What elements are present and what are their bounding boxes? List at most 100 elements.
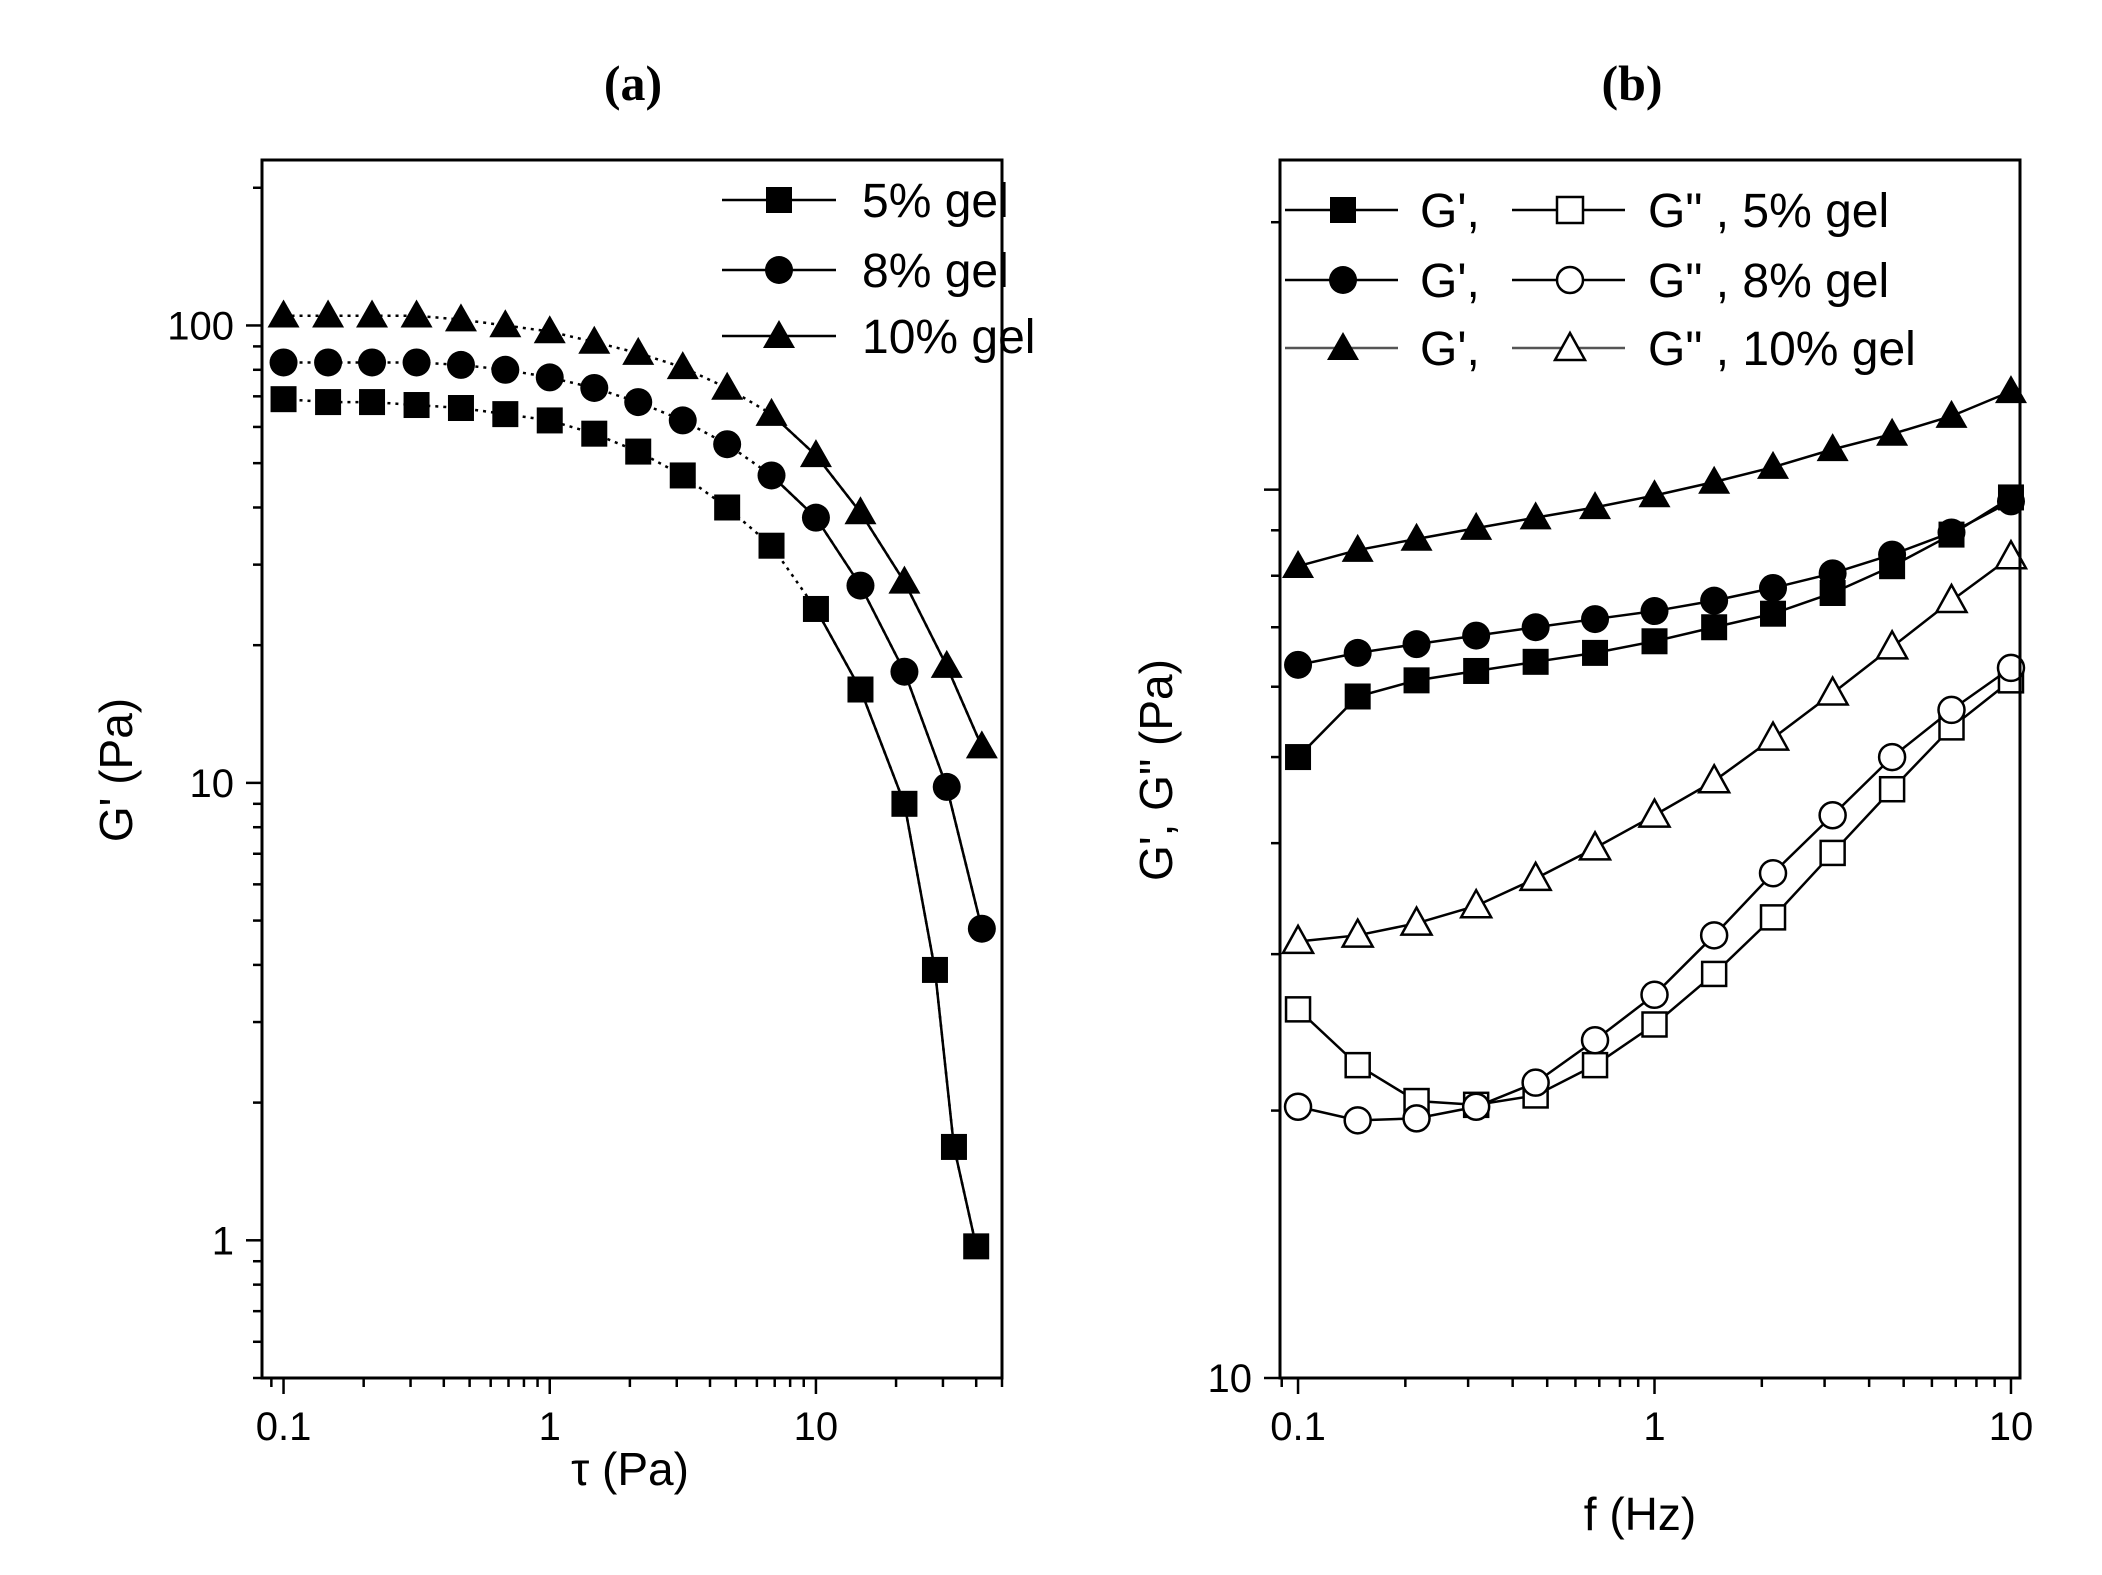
panel-b-chart: (b) 0.1 1 10 10 f (Hz) G', G" (Pa) G', G" ,… [1130,55,2033,1540]
panel-b-y-tick-label: 10 [1208,1357,1253,1401]
data-point-circle-filled [757,461,786,490]
legend-row-10pct-gel: G', G" , 10% gel [1285,323,1916,376]
data-point-triangle-open [1697,762,1732,794]
legend-marker-filled-triangle [763,320,795,348]
data-point-circle-filled [535,363,564,392]
panel-a-x-tick-label: 10 [794,1405,839,1449]
data-point-circle-filled [1462,621,1491,650]
data-point-square-filled [669,462,696,489]
panel-a-series [267,299,998,1260]
data-point-triangle-filled [356,299,389,328]
data-point-triangle-open [1874,628,1910,660]
data-point-triangle-filled [965,730,998,759]
legend-label-gprime-10pct: G', [1420,323,1480,376]
data-point-circle-filled [890,657,919,686]
data-point-triangle-filled [1638,479,1671,508]
data-point-triangle-filled [622,336,655,365]
panel-a-y-axis-title: G' (Pa) [90,698,142,842]
data-point-circle-open [1283,1092,1313,1121]
panel-a-chart: (a) 0.1 1 10 1 10 100 τ (Pa) G' (Pa) 5% gel 8… [90,55,1035,1495]
data-point-circle-filled [846,571,875,600]
panel-a-series-10-gel [267,299,998,759]
data-point-square-filled [847,676,874,703]
data-point-circle-filled [1581,605,1610,634]
data-point-triangle-filled [799,439,832,468]
data-point-square-open [1759,904,1787,931]
legend-entry-8pct-gel: 8% gel [722,245,1009,298]
data-point-circle-filled [580,373,609,402]
data-point-triangle-filled [1460,511,1493,540]
data-point-square-filled [1285,744,1312,771]
data-point-triangle-open [1340,917,1375,948]
panel-b-title: (b) [1601,55,1662,111]
panel-a-series-5-gel [270,386,990,1260]
data-point-circle-open [1877,742,1907,772]
legend-label-10pct-gel: 10% gel [862,311,1035,364]
data-point-triangle-filled [711,371,744,400]
data-point-square-filled [1582,639,1609,666]
data-point-circle-filled [713,430,742,459]
data-point-circle-open [1461,1092,1491,1121]
data-point-circle-open [1699,921,1729,950]
legend-marker-filled-square [1330,197,1356,223]
legend-marker-filled-triangle [1327,332,1359,360]
legend-row-8pct-gel: G', G" , 8% gel [1285,255,1889,308]
data-point-square-filled [1641,628,1668,655]
data-point-triangle-filled [844,496,877,525]
legend-entry-10pct-gel: 10% gel [722,311,1035,364]
data-point-triangle-filled [489,309,522,338]
data-point-circle-filled [314,348,343,377]
panel-b-series-g-8-gel [1283,653,2026,1135]
panel-b-plot-frame [1278,158,2022,1380]
legend-entry-5pct-gel: 5% gel [722,175,1009,228]
data-point-square-filled [359,389,386,416]
data-point-triangle-filled [1341,533,1374,562]
data-point-circle-filled [1996,487,2025,516]
data-point-square-open [1819,839,1846,867]
panel-b-y-axis-title: G', G" (Pa) [1130,659,1182,881]
panel-b-x-axis-title: f (Hz) [1584,1488,1696,1540]
legend-marker-filled-circle [1329,266,1357,294]
data-point-square-filled [447,395,474,422]
data-point-square-filled [581,420,608,447]
data-point-triangle-open [1993,538,2029,570]
data-point-square-filled [403,392,430,419]
data-point-square-open [1344,1051,1371,1079]
data-point-circle-open [1580,1025,1610,1055]
data-point-triangle-filled [1519,501,1552,530]
data-point-circle-filled [1284,650,1313,679]
panel-a-y-tick-label: 100 [167,304,234,348]
data-point-triangle-filled [1816,433,1849,462]
data-point-circle-filled [1521,613,1550,642]
legend-label-gdouble-8pct: G" , 8% gel [1648,255,1889,308]
legend-marker-open-circle [1555,265,1585,295]
panel-b-ticks: 0.1 1 10 10 [1208,220,2033,1449]
data-point-circle-filled [932,772,961,801]
data-point-circle-filled [801,503,830,532]
data-point-square-filled [802,595,829,622]
data-point-circle-open [1818,801,1847,830]
panel-b-series-g-8-gel [1284,487,2025,679]
data-point-circle-open [1996,653,2026,683]
data-point-circle-open [1343,1106,1372,1135]
data-point-square-filled [758,532,785,559]
data-point-triangle-filled [1579,491,1612,520]
panel-a-series-8-gel [269,348,996,943]
data-point-square-filled [1403,667,1430,694]
data-point-circle-filled [1402,630,1431,659]
data-point-triangle-filled [444,303,477,332]
legend-label-gprime-5pct: G', [1420,185,1480,238]
data-point-triangle-filled [533,315,566,344]
data-point-triangle-open [1637,797,1672,828]
data-point-circle-open [1937,695,1966,725]
data-point-circle-filled [1937,518,1966,547]
panel-a-plot-frame [260,158,1004,1380]
data-point-square-filled [714,494,741,521]
data-point-circle-filled [1878,540,1907,569]
data-point-triangle-open [1399,905,1434,936]
legend-marker-filled-square [766,187,792,213]
series-line [283,397,978,1247]
data-point-circle-filled [1343,638,1372,667]
data-point-square-filled [963,1233,990,1260]
